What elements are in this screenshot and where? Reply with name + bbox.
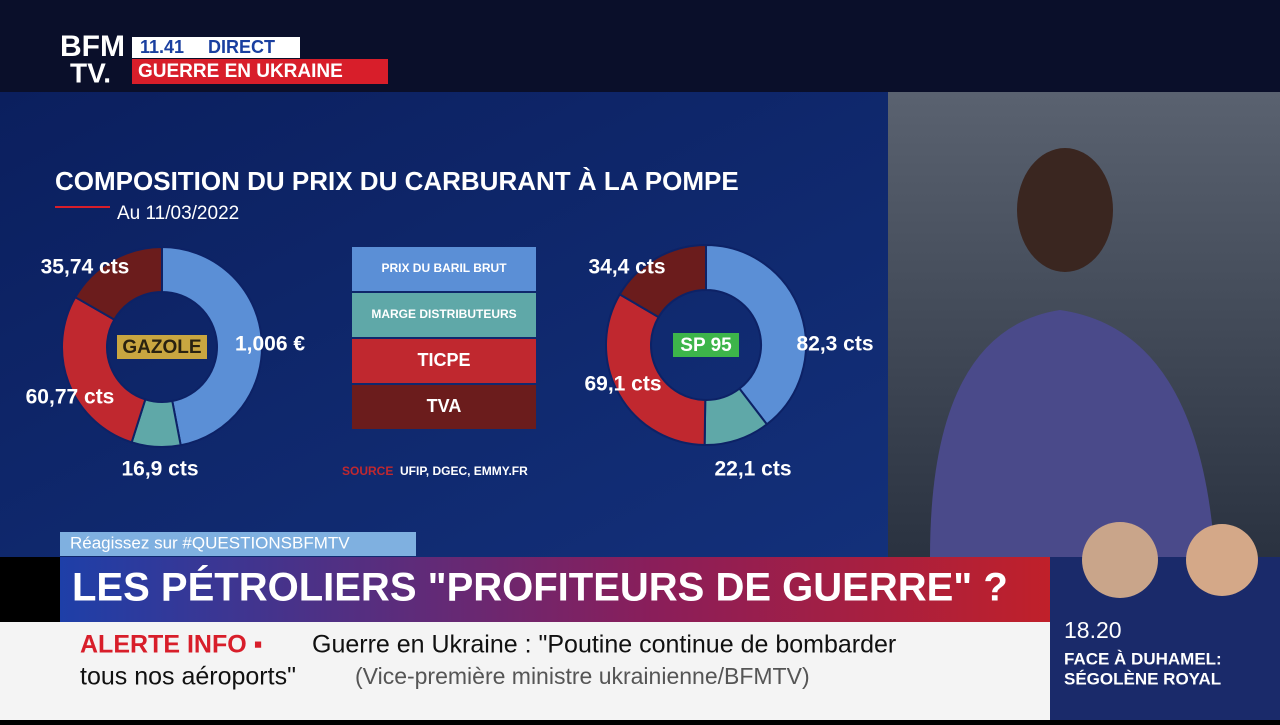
data-label: 34,4 cts xyxy=(588,256,665,279)
headline: LES PÉTROLIERS "PROFITEURS DE GUERRE" ? xyxy=(72,565,1008,610)
ticker-bar xyxy=(0,622,1050,720)
hashtag-box xyxy=(60,532,416,556)
center-label-box xyxy=(117,335,207,359)
legend-swatch xyxy=(352,247,536,291)
topic: GUERRE EN UKRAINE xyxy=(138,61,343,82)
guest-photo xyxy=(1186,524,1258,596)
source-label: SOURCE xyxy=(342,464,393,478)
legend-label: TICPE xyxy=(417,350,470,370)
logo: BFM xyxy=(60,30,125,63)
center-label: SP 95 xyxy=(680,335,732,356)
donut-slice xyxy=(73,245,163,321)
source: UFIP, DGEC, EMMY.FR xyxy=(400,464,528,478)
ticker-source: (Vice-première ministre ukrainienne/BFMT… xyxy=(355,663,810,689)
live: DIRECT xyxy=(208,37,275,57)
data-label: 82,3 cts xyxy=(796,333,873,356)
ticker-line: tous nos aéroports" xyxy=(80,663,296,691)
ticker-line: Guerre en Ukraine : "Poutine continue de… xyxy=(312,631,896,659)
data-label: 60,77 cts xyxy=(26,386,115,409)
presenter-body xyxy=(930,310,1215,557)
donut-slice xyxy=(618,243,707,319)
promo-time: 18.20 xyxy=(1064,617,1122,643)
time: 11.41 xyxy=(140,37,184,57)
promo-title: FACE À DUHAMEL: xyxy=(1064,649,1222,668)
legend-label: TVA xyxy=(427,396,462,416)
graphic-subtitle: Au 11/03/2022 xyxy=(117,203,239,224)
promo-title: SÉGOLÈNE ROYAL xyxy=(1064,669,1221,688)
donut-slice xyxy=(605,292,707,447)
donut-slice xyxy=(61,295,147,444)
graphic-title: COMPOSITION DU PRIX DU CARBURANT À LA PO… xyxy=(55,166,739,196)
data-label: 35,74 cts xyxy=(41,256,130,279)
time-box xyxy=(132,37,300,58)
donut-slice xyxy=(161,245,263,447)
presenter-head xyxy=(1017,148,1113,272)
legend-swatch xyxy=(352,339,536,383)
data-label: 22,1 cts xyxy=(714,458,791,481)
legend-swatch xyxy=(352,293,536,337)
data-label: 69,1 cts xyxy=(584,373,661,396)
center-label: GAZOLE xyxy=(122,337,201,358)
hashtag: Réagissez sur #QUESTIONSBFMTV xyxy=(70,533,350,552)
ticker-label: ALERTE INFO ▪ xyxy=(80,631,262,659)
topic-box xyxy=(132,59,388,84)
guest-photo xyxy=(1082,522,1158,598)
legend-label: PRIX DU BARIL BRUT xyxy=(381,261,507,275)
logo: TV. xyxy=(70,57,111,88)
legend-label: MARGE DISTRIBUTEURS xyxy=(371,307,516,321)
center-label-box xyxy=(673,333,739,357)
donut-slice xyxy=(705,243,807,426)
headline-bar xyxy=(60,557,1050,622)
data-label: 1,006 € xyxy=(235,333,305,356)
data-label: 16,9 cts xyxy=(121,458,198,481)
legend-swatch xyxy=(352,385,536,429)
